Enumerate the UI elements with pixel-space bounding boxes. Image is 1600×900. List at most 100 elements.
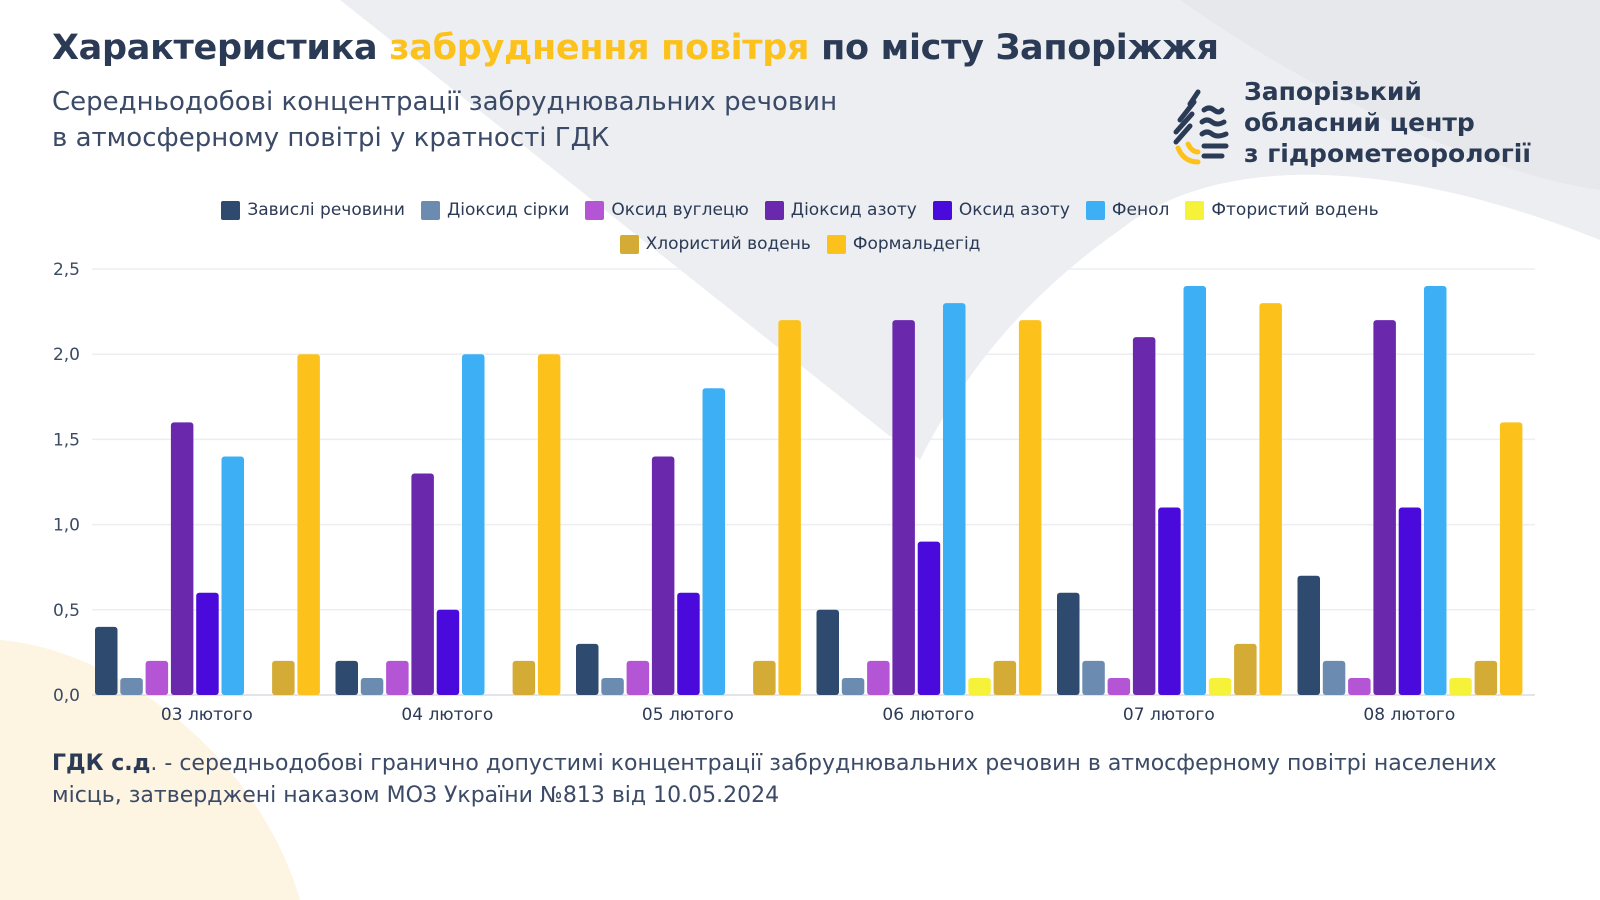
x-tick-label: 04 лютого [401,705,493,725]
bar-9-1 [297,354,320,695]
legend-swatch [826,234,846,254]
x-tick-label: 06 лютого [882,705,974,725]
bar-6-4 [943,303,966,695]
legend-label: Завислі речовини [247,200,405,220]
legend-label: Оксид вуглецю [611,200,749,220]
legend-item: Хлористий водень [619,234,811,254]
bar-1-2 [335,660,358,695]
logo-line1: Запорізький [1244,77,1422,106]
bar-7-6 [1449,677,1472,695]
legend-item: Діоксид азоту [764,200,917,220]
bar-4-1 [170,422,194,695]
y-tick-label: 2,0 [53,345,80,365]
page-title: Характеристика забруднення повітря по мі… [52,28,1219,68]
legend-item: Формальдегід [826,234,981,254]
bar-7-5 [1208,677,1232,695]
bar-9-3 [778,320,801,695]
bar-4-6 [1373,320,1396,695]
bar-5-6 [1398,507,1422,695]
bar-8-3 [753,660,776,695]
bar-8-4 [993,660,1017,695]
bar-6-5 [1183,286,1206,695]
bar-8-5 [1234,643,1257,695]
bar-6-3 [702,388,725,695]
legend-swatch [221,200,241,220]
bar-4-3 [651,456,675,695]
legend-swatch [420,200,440,220]
x-tick-label: 07 лютого [1123,705,1215,725]
bar-4-4 [892,320,915,695]
bar-2-6 [1322,660,1346,695]
bar-2-5 [1082,660,1105,695]
legend-swatch [585,200,605,220]
subtitle-line1: Середньодобові концентрації забруднюваль… [52,87,838,117]
bar-1-3 [576,643,599,695]
logo-line2: обласний центр [1244,108,1475,137]
bar-8-1 [272,660,295,695]
legend-label: Фенол [1111,200,1170,220]
legend-swatch [1085,200,1105,220]
legend-item: Фенол [1085,200,1170,220]
legend-item: Оксид азоту [932,200,1070,220]
bar-3-3 [626,660,650,695]
x-tick-label: 03 лютого [161,705,253,725]
logo-line3: з гідрометеорології [1244,139,1531,168]
legend-swatch [619,234,639,254]
legend-swatch [932,200,952,220]
legend-label: Діоксид сірки [446,200,570,220]
bar-6-1 [221,456,244,695]
legend-swatch [764,200,784,220]
y-tick-label: 0,5 [53,601,80,621]
subtitle-line2: в атмосферному повітрі у кратності ГДК [52,123,610,153]
bar-3-4 [867,660,890,695]
drop-logo-icon [1173,89,1229,164]
legend-label: Фтористий водень [1211,200,1379,220]
bar-2-3 [601,677,624,695]
y-tick-label: 2,5 [53,260,80,280]
bar-4-2 [411,473,434,695]
bar-6-6 [1424,286,1447,695]
legend-label: Оксид азоту [958,200,1070,220]
bar-1-1 [95,626,118,695]
legend-swatch [1185,200,1205,220]
bar-9-4 [1018,320,1042,695]
bar-5-5 [1158,507,1181,695]
legend-item: Фтористий водень [1185,200,1379,220]
title-part2: по місту Запоріжжя [821,28,1219,68]
bar-9-5 [1259,303,1282,695]
bar-9-2 [537,354,561,695]
bar-1-4 [816,609,839,695]
x-tick-label: 08 лютого [1363,705,1455,725]
footnote-text: . - середньодобові гранично допустимі ко… [52,751,1497,808]
footnote-term: ГДК с.д [52,751,151,776]
legend-label: Формальдегід [852,234,981,254]
bar-3-5 [1107,677,1131,695]
chart-legend: Завислі речовини Діоксид сірки Оксид вугле… [0,200,1600,254]
bar-3-1 [145,660,169,695]
bar-4-5 [1132,337,1156,695]
bar-3-6 [1348,677,1371,695]
bar-8-2 [512,660,536,695]
legend-label: Діоксид азоту [790,200,917,220]
bar-8-6 [1474,660,1498,695]
bar-2-2 [360,677,384,695]
y-tick-label: 1,0 [53,516,80,536]
legend-item: Діоксид сірки [420,200,570,220]
bar-5-4 [917,541,941,695]
bar-5-3 [677,592,700,695]
footnote: ГДК с.д. - середньодобові гранично допус… [52,748,1552,812]
y-tick-label: 1,5 [53,430,80,450]
bar-7-4 [968,677,991,695]
x-tick-label: 05 лютого [642,705,734,725]
bar-6-2 [462,354,485,695]
y-tick-label: 0,0 [53,686,80,706]
bar-1-6 [1297,575,1320,695]
page-subtitle: Середньодобові концентрації забруднюваль… [52,84,952,156]
bar-2-1 [120,677,143,695]
legend-label: Хлористий водень [645,234,811,254]
bar-3-2 [386,660,409,695]
legend-item: Оксид вуглецю [585,200,749,220]
title-highlight: забруднення повітря [389,28,810,68]
